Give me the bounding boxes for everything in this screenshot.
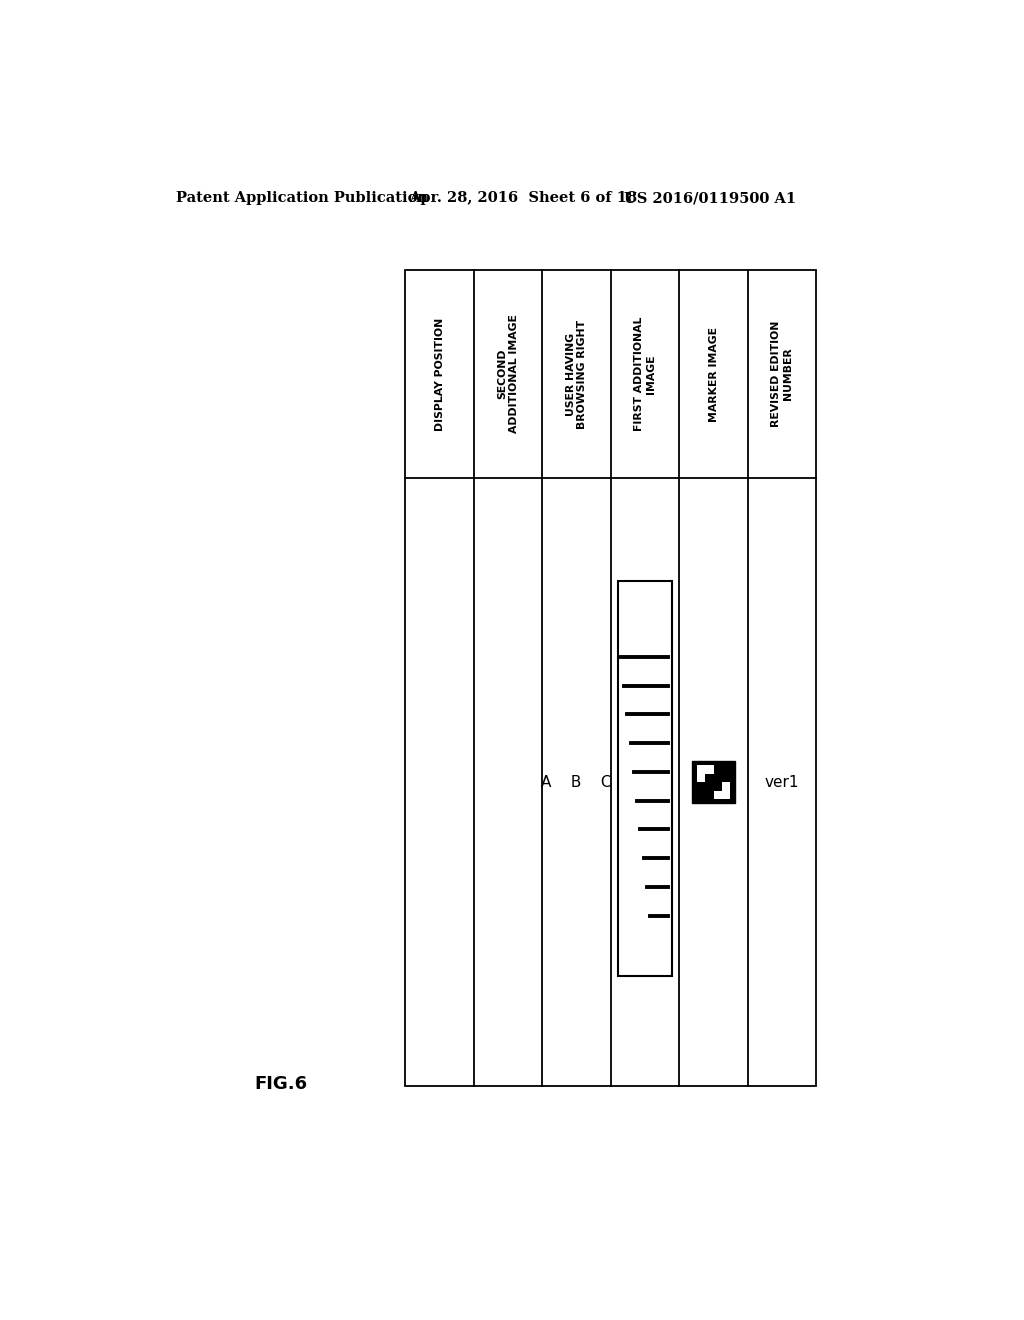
Text: DISPLAY POSITION: DISPLAY POSITION xyxy=(434,317,444,430)
Bar xyxy=(696,766,714,781)
Text: SECOND
ADDITIONAL IMAGE: SECOND ADDITIONAL IMAGE xyxy=(498,314,519,433)
Text: REVISED EDITION
NUMBER: REVISED EDITION NUMBER xyxy=(771,321,793,428)
Text: Apr. 28, 2016  Sheet 6 of 18: Apr. 28, 2016 Sheet 6 of 18 xyxy=(410,191,638,206)
Text: ver1: ver1 xyxy=(765,775,799,789)
Text: Patent Application Publication: Patent Application Publication xyxy=(176,191,428,206)
Bar xyxy=(406,271,816,1086)
Text: MARKER IMAGE: MARKER IMAGE xyxy=(709,326,719,421)
Bar xyxy=(714,781,722,791)
Bar xyxy=(617,581,673,975)
Text: FIG.6: FIG.6 xyxy=(254,1074,307,1093)
Text: FIRST ADDITIONAL
IMAGE: FIRST ADDITIONAL IMAGE xyxy=(634,317,655,432)
Text: A    B    C: A B C xyxy=(542,775,612,789)
Bar xyxy=(692,762,735,803)
Bar xyxy=(705,774,714,781)
Text: US 2016/0119500 A1: US 2016/0119500 A1 xyxy=(624,191,796,206)
Bar xyxy=(714,781,730,799)
Text: USER HAVING
BROWSING RIGHT: USER HAVING BROWSING RIGHT xyxy=(566,319,588,429)
